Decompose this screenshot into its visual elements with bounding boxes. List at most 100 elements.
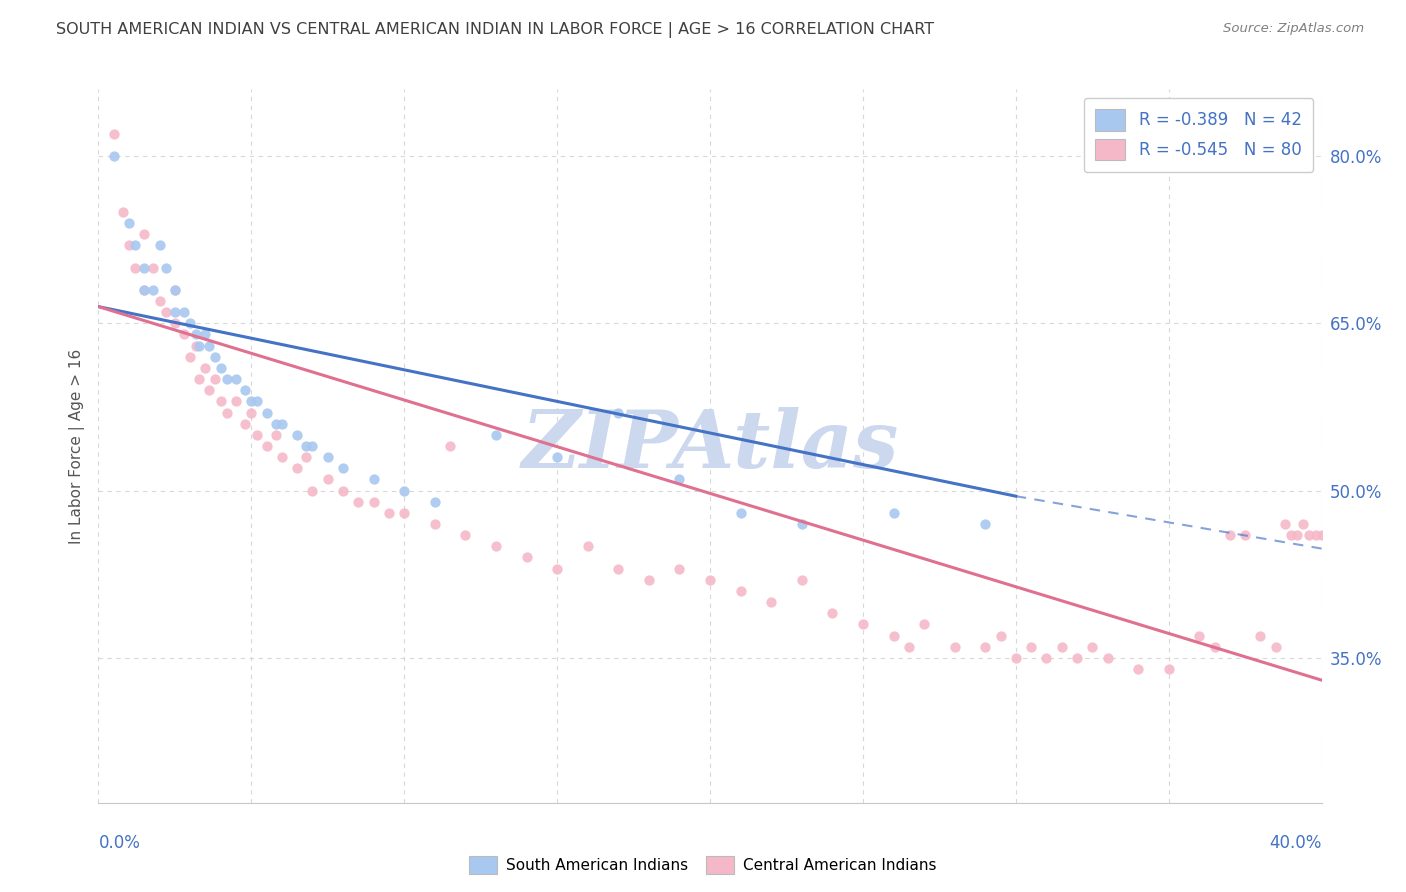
Point xyxy=(439,439,461,453)
Point xyxy=(897,640,920,654)
Point xyxy=(852,617,875,632)
Point xyxy=(1157,662,1180,676)
Point xyxy=(163,283,186,297)
Point xyxy=(134,283,156,297)
Point xyxy=(883,506,905,520)
Point xyxy=(103,149,125,163)
Point xyxy=(103,127,125,141)
Point xyxy=(270,417,292,431)
Point xyxy=(295,450,318,464)
Point xyxy=(790,573,813,587)
Text: SOUTH AMERICAN INDIAN VS CENTRAL AMERICAN INDIAN IN LABOR FORCE | AGE > 16 CORRE: SOUTH AMERICAN INDIAN VS CENTRAL AMERICA… xyxy=(56,22,935,38)
Point xyxy=(246,394,269,409)
Point xyxy=(225,394,247,409)
Point xyxy=(301,483,323,498)
Point xyxy=(1286,528,1309,542)
Point xyxy=(730,584,752,599)
Point xyxy=(637,573,661,587)
Point xyxy=(233,384,256,398)
Point xyxy=(264,428,287,442)
Point xyxy=(188,338,211,352)
Point xyxy=(1310,528,1333,542)
Point xyxy=(1081,640,1104,654)
Point xyxy=(215,406,238,420)
Point xyxy=(225,372,247,386)
Point xyxy=(197,338,219,352)
Point xyxy=(607,562,630,576)
Point xyxy=(576,539,599,553)
Point xyxy=(1128,662,1150,676)
Point xyxy=(546,562,568,576)
Legend: R = -0.389   N = 42, R = -0.545   N = 80: R = -0.389 N = 42, R = -0.545 N = 80 xyxy=(1084,97,1313,172)
Point xyxy=(974,640,997,654)
Legend: South American Indians, Central American Indians: South American Indians, Central American… xyxy=(463,850,943,880)
Point xyxy=(790,517,813,532)
Point xyxy=(821,607,844,621)
Point xyxy=(668,473,690,487)
Point xyxy=(233,417,256,431)
Point xyxy=(1274,517,1296,532)
Point xyxy=(1305,528,1327,542)
Point xyxy=(301,439,323,453)
Point xyxy=(256,406,278,420)
Point xyxy=(240,394,263,409)
Point xyxy=(285,428,308,442)
Point xyxy=(270,450,292,464)
Point xyxy=(256,439,278,453)
Point xyxy=(668,562,690,576)
Point xyxy=(240,406,263,420)
Point xyxy=(197,384,219,398)
Point xyxy=(186,327,208,342)
Point xyxy=(883,628,905,642)
Point xyxy=(118,216,141,230)
Point xyxy=(1188,628,1211,642)
Point xyxy=(546,450,568,464)
Point xyxy=(204,350,226,364)
Point xyxy=(1035,651,1057,665)
Point xyxy=(149,238,172,252)
Point xyxy=(347,494,370,508)
Point xyxy=(1264,640,1286,654)
Point xyxy=(1298,528,1320,542)
Point xyxy=(111,205,134,219)
Point xyxy=(155,305,177,319)
Point xyxy=(295,439,318,453)
Point xyxy=(163,317,186,331)
Point xyxy=(316,473,339,487)
Text: 0.0%: 0.0% xyxy=(98,834,141,852)
Point xyxy=(124,260,146,275)
Point xyxy=(204,372,226,386)
Point xyxy=(332,483,354,498)
Point xyxy=(209,394,232,409)
Point xyxy=(209,361,232,376)
Point xyxy=(1204,640,1226,654)
Point xyxy=(134,283,156,297)
Point xyxy=(285,461,308,475)
Point xyxy=(149,293,172,308)
Point xyxy=(943,640,966,654)
Point xyxy=(1292,517,1315,532)
Point xyxy=(730,506,752,520)
Point xyxy=(1219,528,1241,542)
Point xyxy=(194,327,217,342)
Point xyxy=(378,506,401,520)
Point xyxy=(134,260,156,275)
Point xyxy=(134,227,156,242)
Point xyxy=(454,528,477,542)
Point xyxy=(990,628,1012,642)
Point xyxy=(186,338,208,352)
Point xyxy=(179,350,201,364)
Point xyxy=(974,517,997,532)
Point xyxy=(142,260,165,275)
Point xyxy=(423,517,446,532)
Point xyxy=(392,506,416,520)
Point xyxy=(485,428,508,442)
Point xyxy=(423,494,446,508)
Point xyxy=(1004,651,1026,665)
Point xyxy=(118,238,141,252)
Point xyxy=(912,617,935,632)
Point xyxy=(246,428,269,442)
Point xyxy=(1279,528,1302,542)
Point xyxy=(173,305,195,319)
Point xyxy=(194,361,217,376)
